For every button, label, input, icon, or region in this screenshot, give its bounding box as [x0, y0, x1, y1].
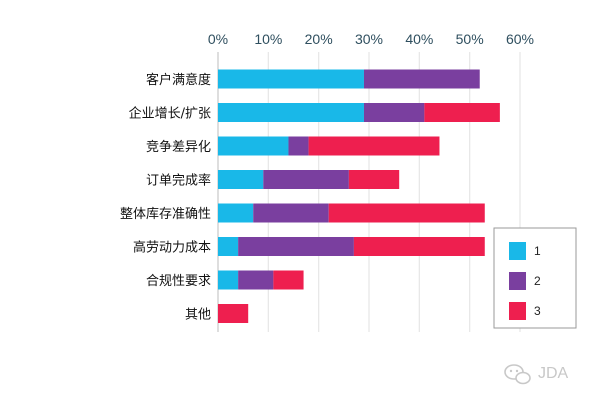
x-tick-label: 60% — [506, 31, 534, 47]
bar-segment — [363, 103, 425, 122]
x-tick-label: 40% — [405, 31, 433, 47]
bar-segment — [263, 170, 349, 189]
bar-segment — [218, 304, 249, 323]
bar-segment — [253, 203, 329, 223]
bar-segment — [218, 103, 364, 122]
bar-segment — [348, 170, 400, 189]
watermark-text: JDA — [538, 365, 569, 382]
legend-box — [493, 227, 577, 329]
bar-segment — [273, 270, 304, 290]
x-tick-label: 30% — [355, 31, 383, 47]
bar-segment — [353, 237, 485, 256]
legend-label: 2 — [534, 274, 541, 288]
legend-swatch — [509, 242, 526, 260]
category-label: 合规性要求 — [146, 274, 211, 289]
bar-segment — [218, 270, 239, 290]
bar-segment — [238, 237, 354, 256]
bar-segment — [363, 69, 480, 89]
x-tick-label: 10% — [254, 31, 282, 47]
bar-segment — [218, 69, 364, 89]
bar-segment — [288, 136, 309, 156]
bar-segment — [328, 203, 485, 223]
x-tick-label: 0% — [208, 31, 228, 47]
x-tick-label: 20% — [305, 31, 333, 47]
watermark: JDA — [504, 364, 569, 385]
category-label: 高劳动力成本 — [133, 240, 211, 256]
category-labels: 客户满意度企业增长/扩张竞争差异化订单完成率整体库存准确性高劳动力成本合规性要求… — [120, 72, 211, 323]
legend-swatch — [509, 272, 526, 290]
x-tick-label: 50% — [456, 31, 484, 47]
legend-label: 3 — [534, 304, 541, 318]
category-label: 整体库存准确性 — [120, 206, 211, 222]
category-label: 企业增长/扩张 — [129, 106, 211, 122]
bar-segment — [238, 270, 274, 290]
category-label: 客户满意度 — [146, 72, 211, 88]
x-axis-ticks: 0% 10% 20% 30% 40% 50% 60% — [208, 31, 534, 47]
legend-swatch — [509, 302, 526, 320]
bar-segment — [218, 136, 289, 156]
bar-segment — [308, 136, 440, 156]
grid-lines — [217, 52, 521, 332]
category-label: 订单完成率 — [146, 173, 211, 189]
legend-label: 1 — [534, 244, 541, 258]
bars — [218, 69, 500, 323]
bar-segment — [218, 237, 239, 256]
bar-segment — [218, 203, 254, 223]
bar-segment — [218, 170, 264, 189]
wechat-icon — [504, 364, 531, 385]
category-label: 竞争差异化 — [146, 139, 211, 155]
category-label: 其他 — [185, 308, 211, 323]
bar-segment — [424, 103, 500, 122]
legend: 1 2 3 — [493, 227, 577, 329]
